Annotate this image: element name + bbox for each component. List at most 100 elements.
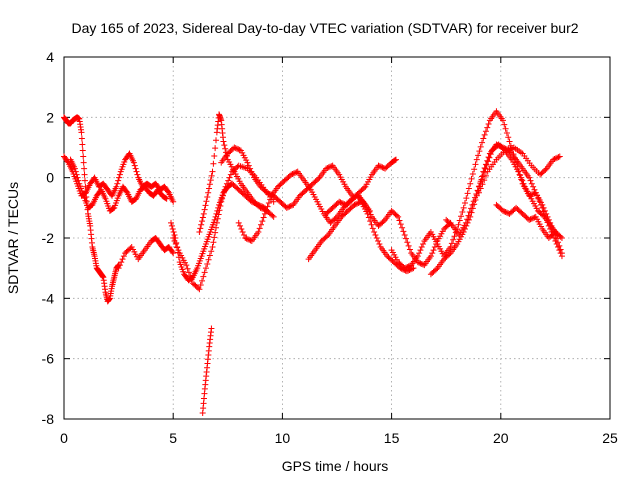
data-point bbox=[480, 135, 487, 142]
series-track-h bbox=[199, 325, 215, 416]
data-point bbox=[260, 214, 267, 221]
data-point bbox=[134, 171, 141, 178]
data-point bbox=[395, 213, 402, 220]
data-point bbox=[527, 216, 534, 223]
data-point bbox=[213, 137, 220, 144]
data-point bbox=[264, 203, 271, 210]
data-point bbox=[203, 198, 210, 205]
data-point bbox=[235, 146, 242, 153]
data-point bbox=[238, 225, 245, 232]
data-point bbox=[260, 206, 267, 213]
data-point bbox=[248, 168, 255, 175]
data-point bbox=[371, 228, 378, 235]
data-point bbox=[375, 162, 382, 169]
data-point bbox=[503, 130, 510, 137]
data-point bbox=[283, 204, 290, 211]
y-tick-label: -4 bbox=[42, 290, 55, 306]
data-point bbox=[110, 205, 117, 212]
data-point bbox=[81, 171, 88, 178]
data-point bbox=[168, 219, 175, 226]
data-point bbox=[244, 236, 251, 243]
data-point bbox=[392, 157, 399, 164]
data-point bbox=[502, 125, 509, 132]
data-point bbox=[431, 244, 438, 251]
data-point bbox=[481, 169, 488, 176]
data-point bbox=[393, 212, 400, 219]
data-point bbox=[287, 203, 294, 210]
data-point bbox=[327, 163, 334, 170]
data-point bbox=[417, 260, 424, 267]
data-point bbox=[226, 174, 233, 181]
data-point bbox=[478, 176, 485, 183]
data-point bbox=[464, 216, 471, 223]
data-point bbox=[553, 241, 560, 248]
data-point bbox=[446, 251, 453, 258]
data-point bbox=[416, 259, 423, 266]
data-point bbox=[81, 165, 88, 172]
data-point bbox=[162, 195, 169, 202]
data-point bbox=[534, 192, 541, 199]
x-tick-label: 25 bbox=[602, 430, 618, 446]
data-point bbox=[132, 165, 139, 172]
data-point bbox=[482, 172, 489, 179]
data-point bbox=[483, 161, 490, 168]
data-point bbox=[222, 145, 229, 152]
data-point bbox=[472, 161, 479, 168]
data-point bbox=[199, 214, 206, 221]
data-point bbox=[210, 239, 217, 246]
series-track-p bbox=[443, 141, 561, 238]
data-point bbox=[222, 183, 229, 190]
data-point bbox=[235, 219, 242, 226]
data-point bbox=[455, 221, 462, 228]
data-point bbox=[397, 221, 404, 228]
data-point bbox=[170, 235, 177, 241]
data-point bbox=[75, 177, 82, 184]
series-track-l bbox=[323, 156, 399, 217]
data-point bbox=[185, 269, 192, 276]
data-point bbox=[505, 210, 512, 217]
data-point bbox=[243, 235, 250, 242]
data-point bbox=[535, 195, 542, 202]
data-point bbox=[221, 186, 228, 193]
data-point bbox=[116, 262, 123, 269]
data-point bbox=[557, 233, 564, 240]
data-point bbox=[404, 239, 411, 246]
data-point bbox=[289, 171, 296, 178]
data-point bbox=[197, 225, 204, 232]
data-point bbox=[245, 162, 252, 169]
data-point bbox=[526, 174, 533, 181]
data-point bbox=[270, 198, 277, 205]
data-point bbox=[200, 273, 207, 280]
x-tick-labels: 0 5 10 15 20 25 bbox=[60, 430, 618, 446]
data-point bbox=[482, 128, 489, 135]
data-point bbox=[530, 183, 537, 190]
data-point bbox=[354, 200, 361, 207]
data-point bbox=[378, 163, 385, 170]
data-point bbox=[217, 203, 224, 210]
data-point bbox=[481, 131, 488, 138]
data-point bbox=[242, 235, 249, 241]
data-point bbox=[196, 286, 203, 293]
data-point bbox=[532, 189, 539, 196]
data-point bbox=[410, 265, 417, 272]
data-point bbox=[79, 141, 86, 148]
data-point bbox=[170, 228, 177, 235]
data-point bbox=[175, 247, 182, 254]
data-point bbox=[531, 186, 538, 193]
data-point bbox=[399, 224, 406, 231]
data-point bbox=[475, 189, 482, 196]
plot-frame bbox=[63, 56, 611, 420]
data-point bbox=[200, 210, 207, 217]
data-point bbox=[209, 244, 216, 251]
chart-title: Day 165 of 2023, Sidereal Day-to-day VTE… bbox=[71, 20, 578, 36]
data-point bbox=[240, 231, 247, 238]
data-point bbox=[202, 202, 209, 209]
data-point bbox=[220, 189, 227, 196]
data-point bbox=[465, 185, 472, 192]
data-point bbox=[557, 250, 564, 257]
data-point bbox=[265, 200, 272, 207]
data-point bbox=[528, 180, 535, 187]
data-point bbox=[484, 124, 491, 131]
y-tick-labels: -8 -6 -4 -2 0 2 4 bbox=[42, 49, 55, 427]
data-point bbox=[499, 117, 506, 124]
